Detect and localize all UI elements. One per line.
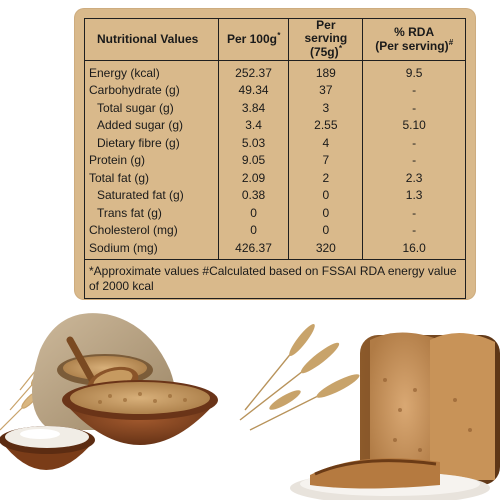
nutrient-column-header: Nutritional Values xyxy=(84,18,219,61)
nutrient-name: Cholesterol (mg) xyxy=(84,222,219,240)
nutrition-row-cholesterol: Cholesterol (mg) 0 0 - xyxy=(84,222,466,240)
nutrient-name: Total sugar (g) xyxy=(84,99,219,118)
rda-value: 1.3 xyxy=(362,187,466,205)
per-serving-value: 0 xyxy=(288,187,364,205)
per-100g-value: 0 xyxy=(217,222,290,240)
rda-value: 9.5 xyxy=(362,60,466,83)
per-100g-value: 426.37 xyxy=(217,239,290,261)
nutrition-row-energy: Energy (kcal) 252.37 189 9.5 xyxy=(84,60,466,83)
nutrition-footnote: *Approximate values #Calculated based on… xyxy=(84,259,466,300)
flour-bowl xyxy=(0,426,95,470)
nutrition-row-total-sugar: Total sugar (g) 3.84 3 - xyxy=(84,99,466,118)
per-100g-column-header: Per 100g* xyxy=(217,18,290,61)
per-100g-value: 9.05 xyxy=(217,152,290,170)
nutrition-footnote-row: *Approximate values #Calculated based on… xyxy=(84,259,466,300)
per-serving-column-header: Per serving (75g)* xyxy=(288,18,364,61)
nutrition-row-trans-fat: Trans fat (g) 0 0 - xyxy=(84,204,466,223)
nutrition-row-saturated-fat: Saturated fat (g) 0.38 0 1.3 xyxy=(84,187,466,205)
rda-value: - xyxy=(362,134,466,153)
nutrition-row-dietary-fibre: Dietary fibre (g) 5.03 4 - xyxy=(84,134,466,153)
rda-value: - xyxy=(362,82,466,100)
rda-header-line1: % RDA xyxy=(394,24,435,39)
per-100g-value: 49.34 xyxy=(217,82,290,100)
per-100g-header-mark: * xyxy=(276,31,281,41)
nutrient-name: Sodium (mg) xyxy=(84,239,219,261)
per-serving-value: 189 xyxy=(288,60,364,83)
nutrition-row-carbohydrate: Carbohydrate (g) 49.34 37 - xyxy=(84,82,466,100)
rda-value: - xyxy=(362,204,466,223)
bread-plate xyxy=(290,458,490,500)
nutrient-name: Total fat (g) xyxy=(84,169,219,188)
per-serving-header-line1: Per serving xyxy=(304,18,348,46)
rda-header-line2: (Per serving) xyxy=(375,38,449,53)
per-serving-header-mark: * xyxy=(338,44,342,54)
nutrient-name: Added sugar (g) xyxy=(84,117,219,135)
rda-value: - xyxy=(362,152,466,170)
per-100g-value: 0 xyxy=(217,204,290,223)
nutrient-name: Carbohydrate (g) xyxy=(84,82,219,100)
rda-column-header: % RDA (Per serving)# xyxy=(362,18,466,61)
per-100g-value: 5.03 xyxy=(217,134,290,153)
grain-bowl xyxy=(62,380,218,445)
nutrition-header-row: Nutritional Values Per 100g* Per serving… xyxy=(84,18,466,61)
nutrition-row-total-fat: Total fat (g) 2.09 2 2.3 xyxy=(84,169,466,188)
rda-value: 16.0 xyxy=(362,239,466,261)
bread-loaf xyxy=(360,332,500,485)
rda-header-mark: # xyxy=(448,37,454,47)
nutrient-name: Protein (g) xyxy=(84,152,219,170)
per-serving-value: 0 xyxy=(288,204,364,223)
nutrient-name: Dietary fibre (g) xyxy=(84,134,219,153)
per-100g-value: 3.4 xyxy=(217,117,290,135)
nutrition-row-protein: Protein (g) 9.05 7 - xyxy=(84,152,466,170)
rda-value: 5.10 xyxy=(362,117,466,135)
per-100g-header-text: Per 100g xyxy=(226,32,277,47)
per-100g-value: 252.37 xyxy=(217,60,290,83)
rda-value: 2.3 xyxy=(362,169,466,188)
per-serving-value: 4 xyxy=(288,134,364,153)
wheat-ears-right xyxy=(239,323,360,431)
per-100g-value: 2.09 xyxy=(217,169,290,188)
nutrient-column-header-text: Nutritional Values xyxy=(97,31,199,46)
per-100g-value: 3.84 xyxy=(217,99,290,118)
nutrient-name: Trans fat (g) xyxy=(84,204,219,223)
per-serving-value: 37 xyxy=(288,82,364,100)
rda-value: - xyxy=(362,222,466,240)
nutrition-row-added-sugar: Added sugar (g) 3.4 2.55 5.10 xyxy=(84,117,466,135)
rda-value: - xyxy=(362,99,466,118)
nutrient-name: Energy (kcal) xyxy=(84,60,219,83)
per-serving-value: 2.55 xyxy=(288,117,364,135)
nutrition-table: Nutritional Values Per 100g* Per serving… xyxy=(84,18,466,300)
nutrient-name: Saturated fat (g) xyxy=(84,187,219,205)
per-serving-value: 0 xyxy=(288,222,364,240)
nutrition-label-card: Nutritional Values Per 100g* Per serving… xyxy=(74,8,476,300)
per-serving-value: 2 xyxy=(288,169,364,188)
per-serving-header-line2: (75g) xyxy=(309,45,339,60)
per-serving-value: 320 xyxy=(288,239,364,261)
per-serving-value: 7 xyxy=(288,152,364,170)
per-100g-value: 0.38 xyxy=(217,187,290,205)
food-photo xyxy=(0,313,500,500)
per-serving-value: 3 xyxy=(288,99,364,118)
nutrition-row-sodium: Sodium (mg) 426.37 320 16.0 xyxy=(84,239,466,261)
